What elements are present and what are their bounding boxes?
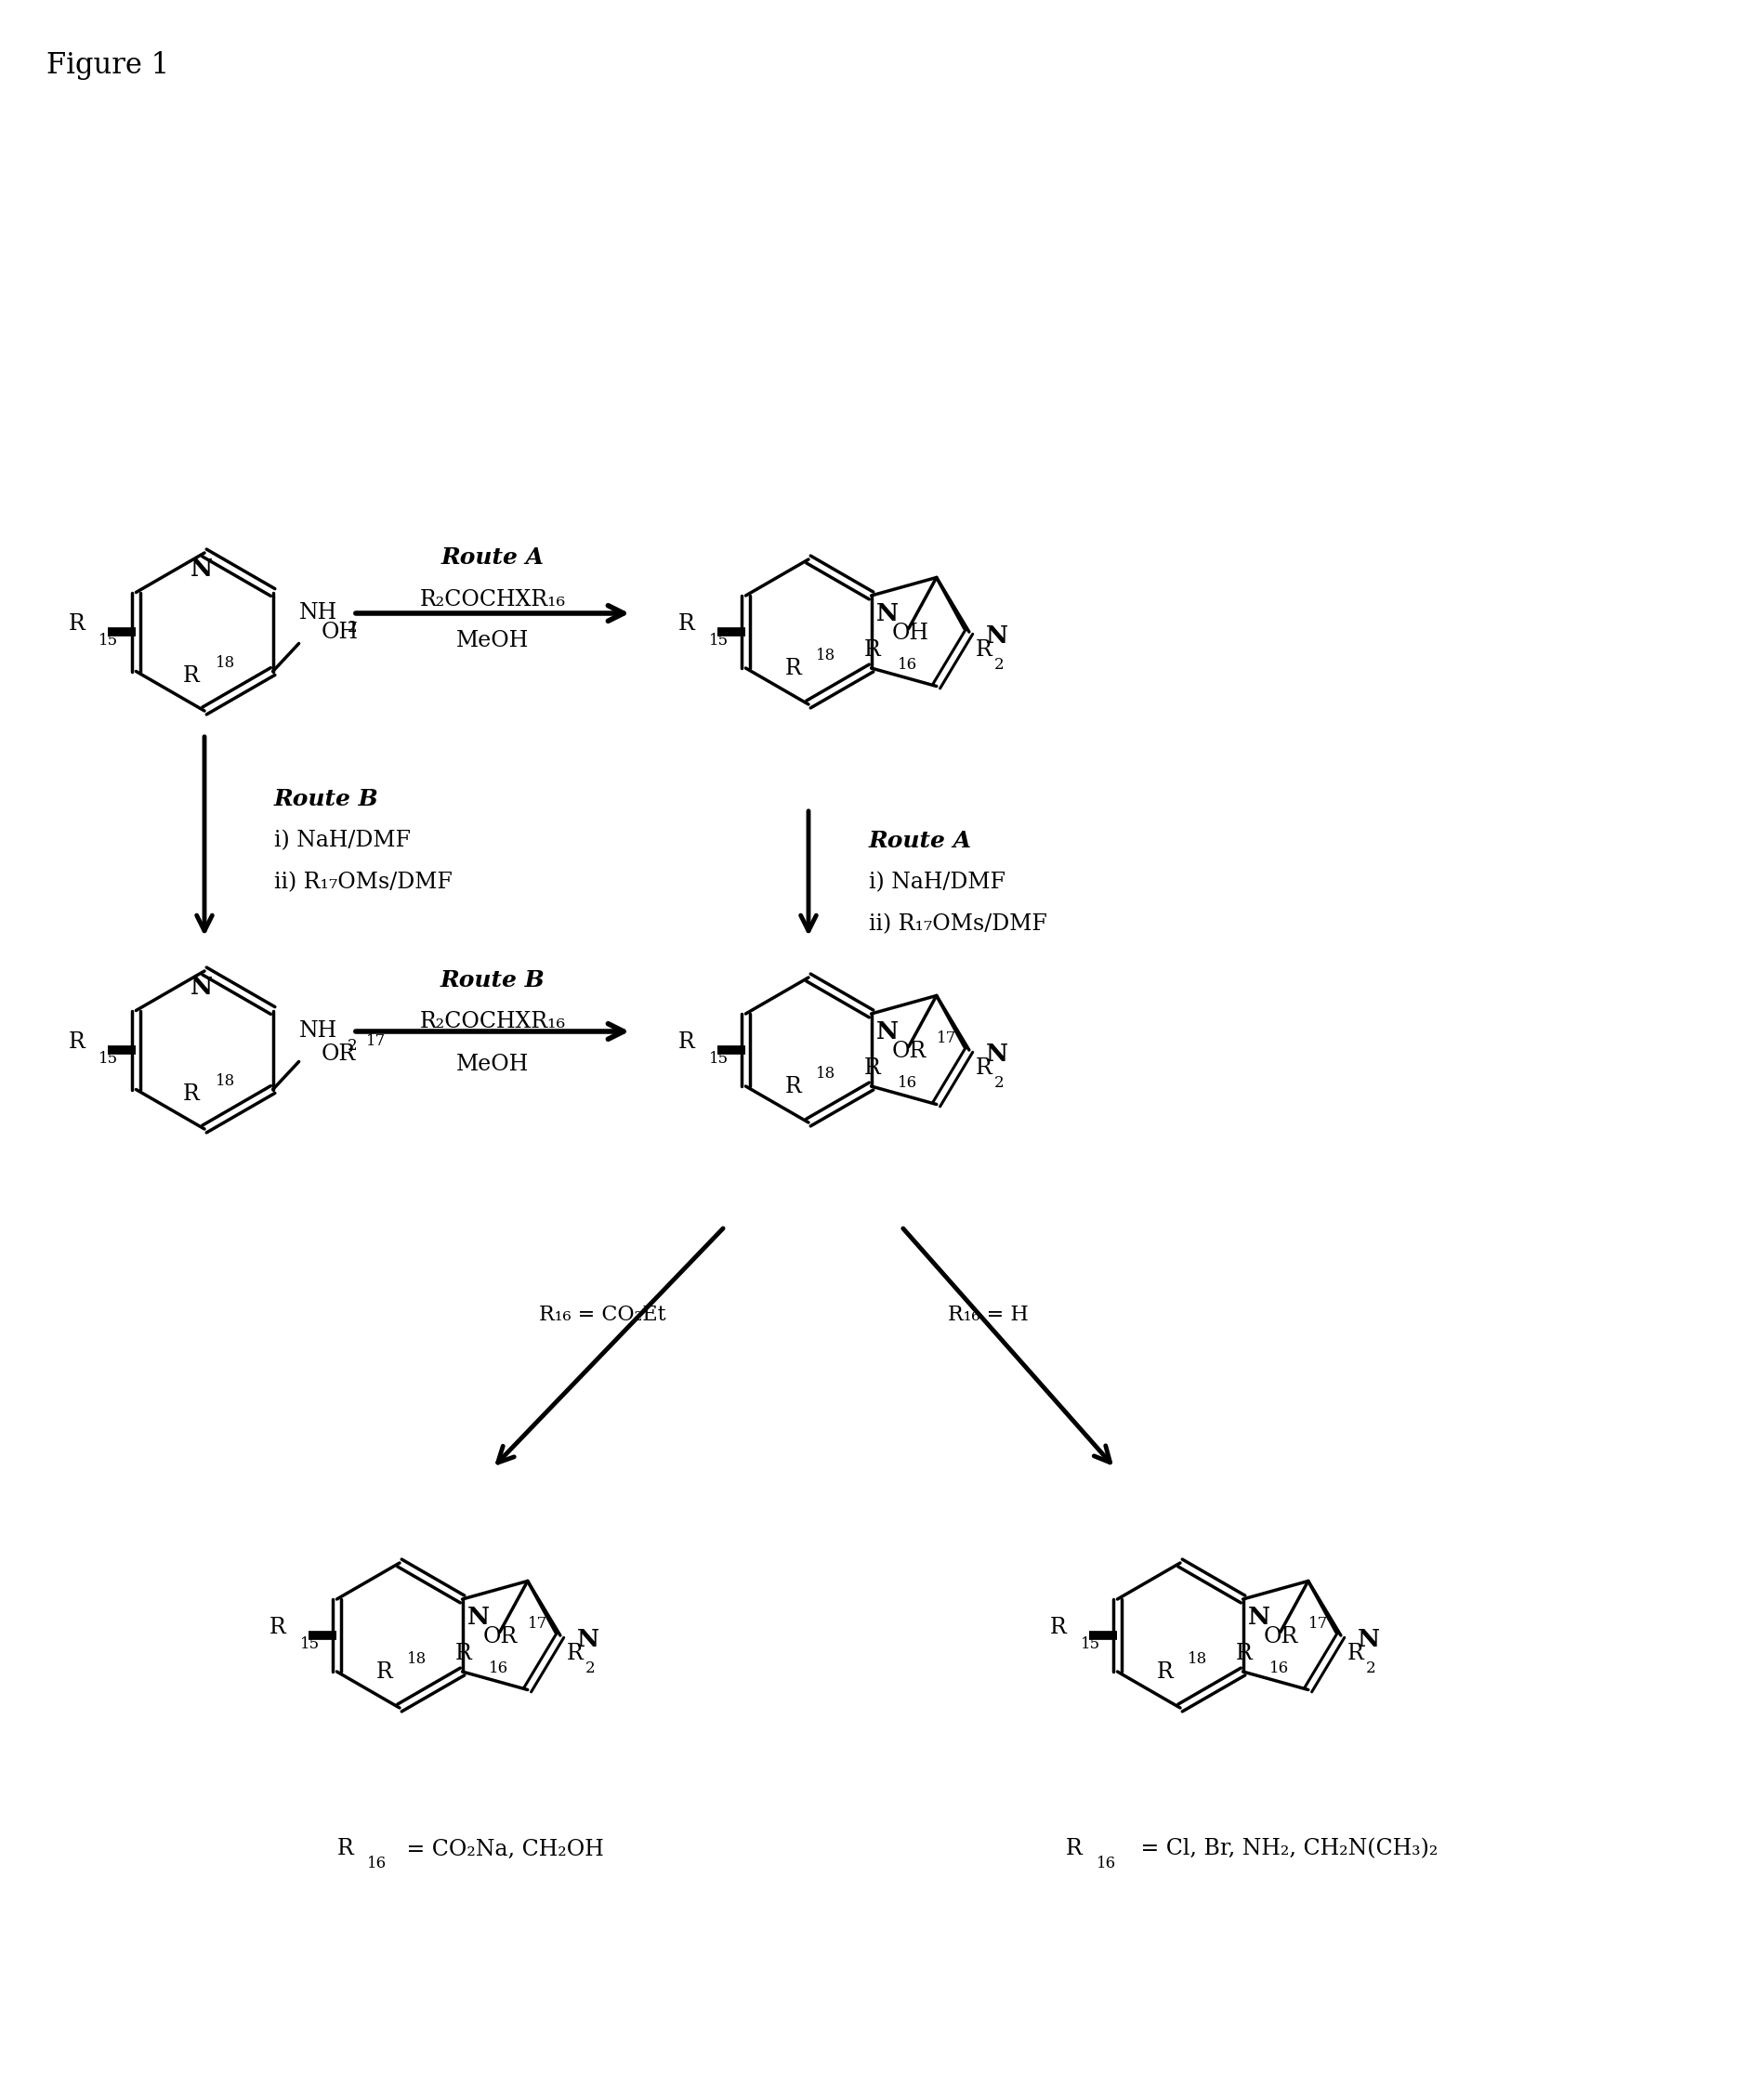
- Text: 2: 2: [347, 1037, 357, 1054]
- Text: R: R: [336, 1838, 354, 1861]
- Text: 18: 18: [815, 1067, 836, 1081]
- Text: 17: 17: [937, 1029, 956, 1046]
- Text: 15: 15: [708, 1052, 727, 1067]
- Text: R: R: [1347, 1642, 1363, 1663]
- Text: 15: 15: [99, 634, 118, 649]
- Text: R: R: [1157, 1661, 1173, 1684]
- Text: MeOH: MeOH: [456, 1054, 528, 1075]
- Text: R: R: [375, 1661, 393, 1684]
- Text: 17: 17: [527, 1615, 548, 1632]
- Text: 16: 16: [366, 1854, 387, 1871]
- Text: N: N: [190, 977, 213, 1000]
- Text: N: N: [875, 603, 898, 626]
- Text: 2: 2: [347, 619, 357, 636]
- Text: i) NaH/DMF: i) NaH/DMF: [275, 830, 410, 853]
- Text: 15: 15: [299, 1636, 319, 1653]
- Text: OR: OR: [1263, 1625, 1298, 1646]
- Text: R₁₆ = H: R₁₆ = H: [947, 1304, 1028, 1325]
- Text: NH: NH: [299, 603, 336, 624]
- Text: 2: 2: [995, 1075, 1004, 1090]
- Text: R: R: [69, 1031, 85, 1054]
- Text: 2: 2: [1367, 1661, 1375, 1676]
- Text: N: N: [986, 1044, 1007, 1067]
- Text: i) NaH/DMF: i) NaH/DMF: [868, 872, 1006, 892]
- Text: N: N: [986, 626, 1007, 649]
- Text: R: R: [1050, 1617, 1067, 1638]
- Text: R: R: [865, 638, 880, 662]
- Text: N: N: [1247, 1606, 1270, 1630]
- Text: N: N: [875, 1021, 898, 1044]
- Text: Route B: Route B: [275, 788, 379, 811]
- Text: 18: 18: [215, 1073, 236, 1088]
- Text: 18: 18: [1187, 1653, 1208, 1667]
- Text: R: R: [678, 613, 694, 634]
- Text: 16: 16: [1097, 1854, 1116, 1871]
- Text: R: R: [1065, 1838, 1083, 1861]
- Text: 17: 17: [1308, 1615, 1328, 1632]
- Text: N: N: [1358, 1628, 1381, 1653]
- Text: R: R: [69, 613, 85, 634]
- Text: R: R: [456, 1642, 472, 1663]
- Text: 15: 15: [1079, 1636, 1101, 1653]
- Text: R₂COCHXR₁₆: R₂COCHXR₁₆: [419, 1012, 565, 1033]
- Text: 16: 16: [488, 1661, 509, 1676]
- Text: R: R: [678, 1031, 694, 1054]
- Text: 15: 15: [708, 634, 727, 649]
- Text: NH: NH: [299, 1021, 336, 1042]
- Text: OH: OH: [321, 622, 357, 643]
- Text: OR: OR: [891, 1040, 926, 1063]
- Text: 16: 16: [898, 1075, 917, 1090]
- Text: R: R: [1236, 1642, 1252, 1663]
- Text: 15: 15: [99, 1052, 118, 1067]
- Text: R: R: [785, 657, 801, 680]
- Text: R₁₆ = CO₂Et: R₁₆ = CO₂Et: [539, 1304, 666, 1325]
- Text: ii) R₁₇OMs/DMF: ii) R₁₇OMs/DMF: [868, 914, 1048, 934]
- Text: ii) R₁₇OMs/DMF: ii) R₁₇OMs/DMF: [275, 872, 453, 892]
- Text: 2: 2: [585, 1661, 595, 1676]
- Text: R: R: [865, 1058, 880, 1079]
- Text: OH: OH: [891, 622, 928, 643]
- Text: 2: 2: [995, 657, 1004, 672]
- Text: Route A: Route A: [868, 830, 972, 853]
- Text: 18: 18: [815, 649, 836, 664]
- Text: R: R: [976, 638, 991, 662]
- Text: OR: OR: [483, 1625, 518, 1646]
- Text: Route B: Route B: [440, 970, 544, 991]
- Text: N: N: [578, 1628, 599, 1653]
- Text: MeOH: MeOH: [456, 630, 528, 651]
- Text: R: R: [785, 1077, 801, 1098]
- Text: 18: 18: [407, 1653, 426, 1667]
- Text: N: N: [190, 559, 213, 582]
- Text: 16: 16: [1270, 1661, 1289, 1676]
- Text: R: R: [567, 1642, 583, 1663]
- Text: = Cl, Br, NH₂, CH₂N(CH₃)₂: = Cl, Br, NH₂, CH₂N(CH₃)₂: [1134, 1838, 1439, 1861]
- Text: 16: 16: [898, 657, 917, 672]
- Text: 18: 18: [215, 655, 236, 670]
- Text: R: R: [976, 1058, 991, 1079]
- Text: R: R: [183, 666, 199, 687]
- Text: R: R: [269, 1617, 285, 1638]
- Text: Route A: Route A: [440, 546, 544, 569]
- Text: R: R: [183, 1084, 199, 1105]
- Text: OR: OR: [321, 1044, 356, 1065]
- Text: R₂COCHXR₁₆: R₂COCHXR₁₆: [419, 588, 565, 609]
- Text: = CO₂Na, CH₂OH: = CO₂Na, CH₂OH: [400, 1838, 604, 1861]
- Text: N: N: [467, 1606, 490, 1630]
- Text: 17: 17: [366, 1033, 386, 1050]
- Text: Figure 1: Figure 1: [46, 50, 169, 80]
